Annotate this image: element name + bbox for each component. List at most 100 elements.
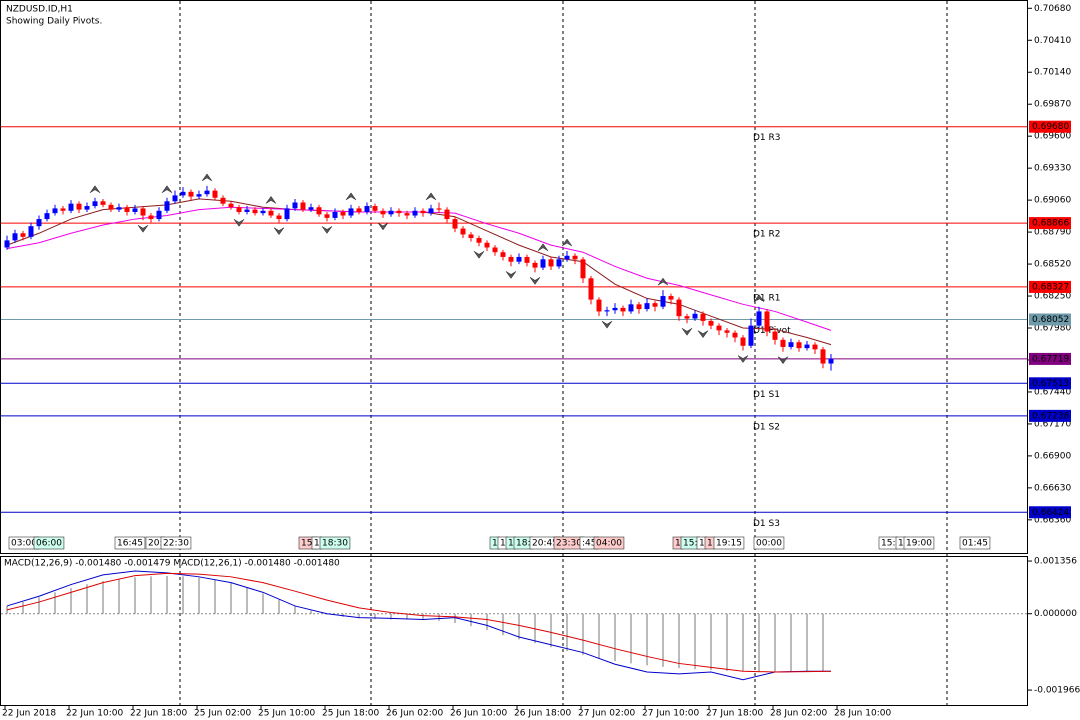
candle-body [284,208,290,220]
candle-body [476,238,482,243]
y-tick-label: -0.001966 [1034,686,1080,696]
candle-body [756,311,762,326]
candle-body [524,256,530,263]
x-tick-label: 26 Jun 10:00 [450,709,507,719]
candle-body [612,307,618,311]
candle-body [4,240,10,248]
candle-body [500,252,506,257]
candle-body [164,201,170,211]
y-tick-label: 0.67980 [1034,324,1071,334]
candle-body [748,325,754,346]
time-label: 16:45 [117,539,143,549]
candle-body [52,208,58,214]
moving-average [6,198,832,346]
candle-body [124,207,130,212]
y-tick-label: 0.66360 [1034,515,1071,525]
candle-body [364,206,370,212]
candle-body [324,214,330,218]
price-tag [1029,409,1071,422]
candle-body [396,210,402,214]
candle-body [540,259,546,268]
price-tag [1029,120,1071,133]
candle-body [796,342,802,349]
time-label: 00:00 [756,539,782,549]
moving-average [6,206,832,331]
candle-body [436,208,442,210]
candle-body [12,233,18,241]
x-tick-label: 22 Jun 18:00 [130,709,187,719]
pivot-name: D1 S2 [753,422,780,432]
time-label: 18: [516,539,530,549]
candle-body [300,202,306,210]
pivot-name: D1 Pivot [753,326,791,336]
time-label: 04:00 [596,539,622,549]
candle-body [116,207,122,210]
candle-body [340,211,346,216]
fractal-up [201,173,213,182]
x-tick-label: 27 Jun 02:00 [578,709,635,719]
candle-body [492,247,498,253]
fractal-up [753,294,765,302]
time-label: 1 [508,539,514,549]
candle-body [20,233,26,237]
symbol-label: NZDUSD.ID,H1 [6,5,73,15]
candle-body [380,210,386,215]
fractal-down [273,227,285,236]
fractal-down [321,226,333,234]
price-tag-label: 0.66424 [1032,508,1069,518]
fractal-up [161,185,173,193]
candle-body [228,203,234,208]
candle-body [692,313,698,319]
candle-body [220,197,226,204]
candle-body [308,207,314,210]
candle-body [716,325,722,331]
candle-body [780,339,786,347]
candle-body [620,307,626,312]
time-label-box [319,536,351,550]
candle-body [100,201,106,205]
candle-body [28,226,34,237]
candle-body [764,311,770,332]
candle-body [452,219,458,229]
y-tick-label: 0.68250 [1034,292,1071,302]
pivot-name: D1 S3 [753,519,780,529]
candle-body [564,255,570,260]
candle-body [588,278,594,300]
time-label: 22:30 [163,539,189,549]
y-tick-label: 0.69330 [1034,164,1071,174]
candle-body [468,234,474,239]
time-label: 15: [301,539,315,549]
candle-body [548,259,554,267]
macd-title: MACD(12,26,9) -0.001480 -0.001479 MACD(1… [4,559,340,569]
candle-body [604,310,610,312]
candle-body [180,191,186,196]
candle-body [732,332,738,338]
candle-body [68,203,74,211]
candle-body [420,210,426,214]
fractal-down [233,219,245,227]
fractal-down [505,271,517,279]
price-tag [1029,377,1071,390]
macd-line [6,570,831,681]
candle-body [532,262,538,268]
candle-body [36,219,42,227]
x-tick-label: 26 Jun 18:00 [514,709,571,719]
candle-body [596,299,602,312]
y-tick-label: 0.68520 [1034,260,1071,270]
candle-body [636,304,642,310]
fractal-down [697,330,709,339]
candle-body [204,190,210,195]
candle-body [292,202,298,209]
candle-body [708,320,714,326]
macd-line [6,572,832,673]
candle-body [76,203,82,210]
fractal-up [425,192,437,201]
candle-body [404,213,410,216]
time-label-box [160,536,192,550]
time-label-box [114,536,146,550]
fractal-down [529,277,541,285]
candle-body [724,330,730,333]
fractal-down [601,320,613,329]
candle-body [676,299,682,317]
candle-body [388,210,394,215]
